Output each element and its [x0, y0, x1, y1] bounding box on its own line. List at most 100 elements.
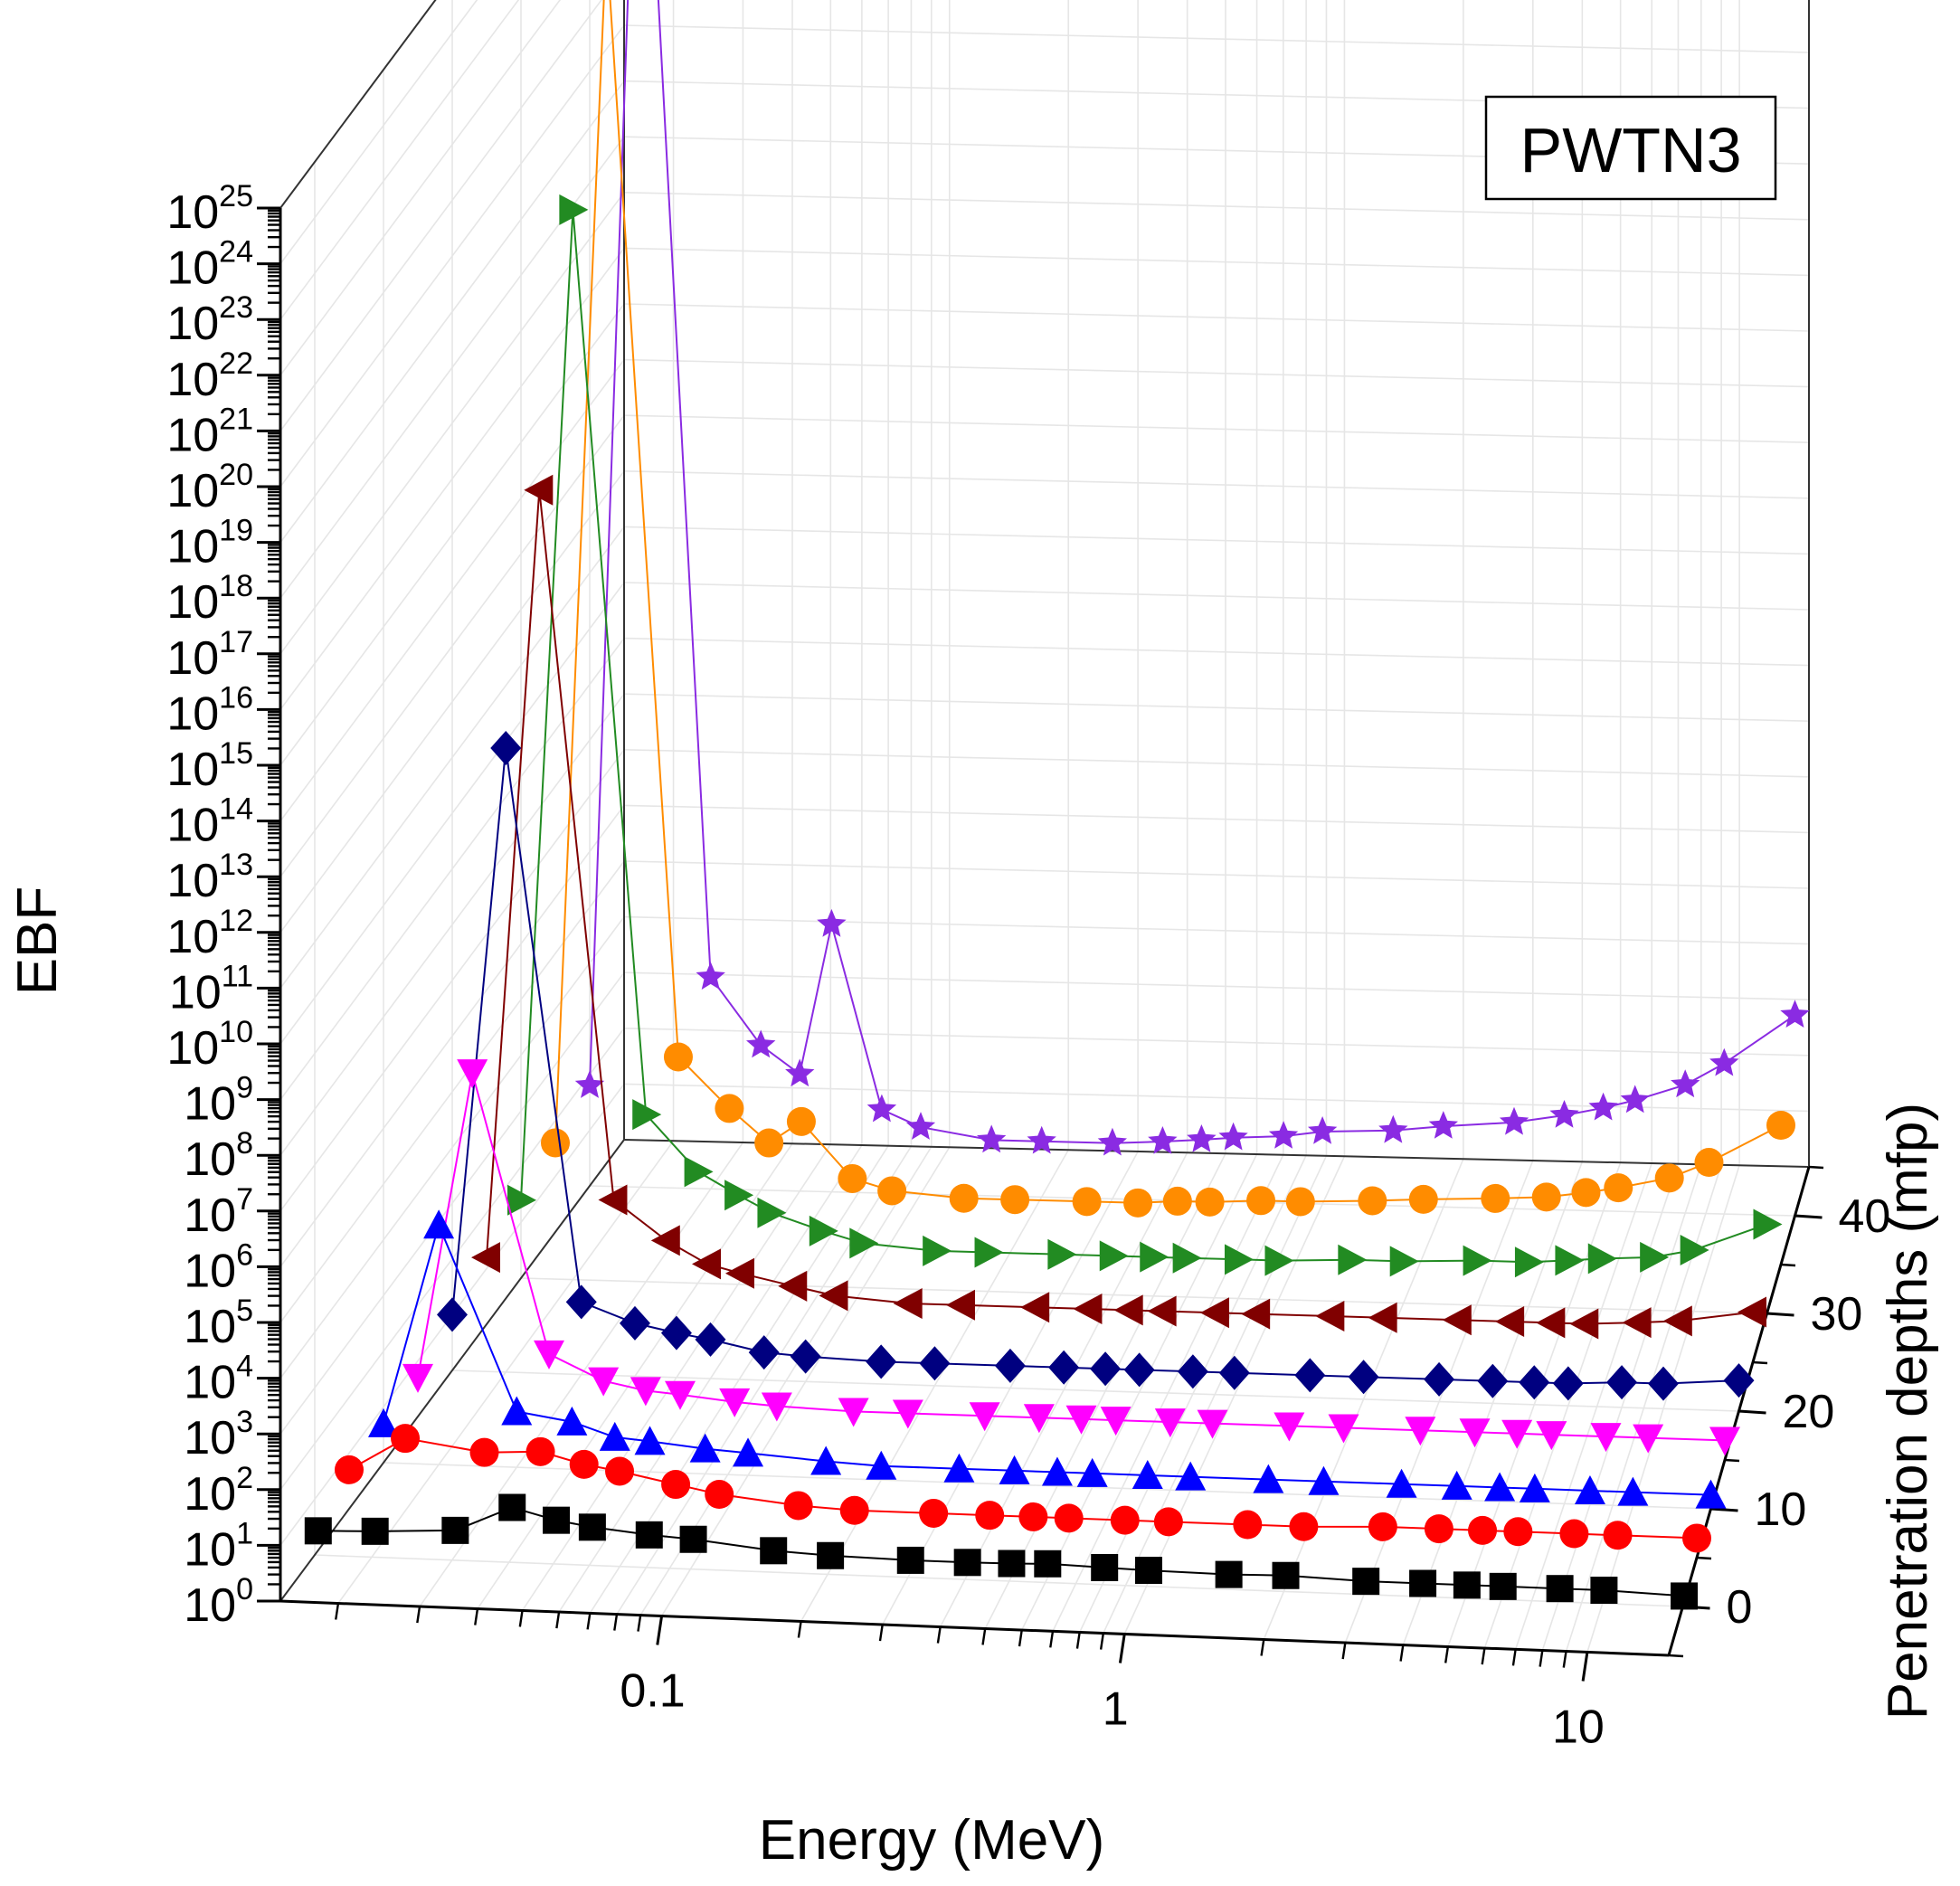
y-tick-label: 1010 [166, 1015, 253, 1075]
data-point-triangle-up [599, 1421, 630, 1451]
data-point-circle [1559, 1519, 1589, 1549]
data-point-triangle-down [1274, 1412, 1305, 1442]
y-tick-label: 106 [184, 1237, 253, 1297]
grid-line-floor-z [383, 1462, 1711, 1510]
data-point-triangle-left [1315, 1301, 1345, 1332]
data-point-diamond [919, 1346, 951, 1381]
data-point-star [1148, 1126, 1178, 1154]
data-point-circle [754, 1128, 784, 1158]
data-point-triangle-up [1441, 1470, 1472, 1500]
x-minor-tick [1099, 1633, 1105, 1650]
data-point-star [1588, 1092, 1618, 1121]
data-point-triangle-up [1574, 1474, 1605, 1504]
data-point-circle [469, 1437, 499, 1467]
data-point-circle [1654, 1163, 1684, 1193]
x-major-tick [1581, 1652, 1589, 1682]
data-point-diamond [1294, 1358, 1326, 1393]
data-point-circle [715, 1094, 744, 1123]
x-tick-label: 1 [1103, 1682, 1129, 1735]
data-point-triangle-left [1737, 1296, 1766, 1328]
data-point-triangle-left [1569, 1308, 1599, 1340]
data-point-triangle-right [1463, 1245, 1492, 1276]
y-tick-label: 1015 [166, 736, 253, 796]
data-point-triangle-right [1555, 1245, 1585, 1276]
grid-line-back-y [623, 303, 1810, 332]
x-tick-label: 0.1 [620, 1664, 685, 1717]
data-point-triangle-right [632, 1099, 662, 1131]
x-minor-tick [1562, 1651, 1567, 1668]
data-point-triangle-up [1308, 1465, 1340, 1495]
data-point-triangle-left [1020, 1292, 1050, 1323]
data-point-circle [1123, 1188, 1153, 1218]
data-point-square [578, 1513, 606, 1541]
data-point-circle [1153, 1507, 1183, 1537]
data-point-square [679, 1525, 707, 1553]
data-point-triangle-up [634, 1426, 666, 1455]
grid-line-back-y [623, 749, 1810, 778]
y-tick-label: 1018 [166, 569, 253, 629]
y-tick-label: 1014 [166, 792, 253, 852]
data-point-circle [1603, 1521, 1633, 1550]
z-axis-label: Penetration depths (mfp) [1877, 1103, 1939, 1720]
data-point-triangle-up [556, 1406, 588, 1436]
x-minor-tick [1511, 1649, 1517, 1666]
y-tick-label: 1011 [169, 959, 253, 1019]
data-point-triangle-up [1484, 1472, 1516, 1502]
data-point-triangle-left [893, 1288, 923, 1320]
grid-line-floor-z [451, 1369, 1739, 1412]
x-minor-tick [474, 1608, 479, 1625]
data-point-circle [1424, 1514, 1453, 1544]
data-point-star [1780, 1000, 1810, 1028]
z-tick-label: 0 [1727, 1581, 1753, 1634]
data-point-square [1453, 1571, 1481, 1599]
y-tick-label: 107 [184, 1182, 253, 1242]
y-tick-label: 1024 [166, 235, 253, 295]
series-group [368, 1209, 1727, 1509]
data-point-triangle-left [778, 1270, 808, 1302]
data-point-triangle-right [1047, 1238, 1077, 1270]
data-point-square [1671, 1582, 1699, 1610]
grid-line-back-y [623, 414, 1810, 443]
data-point-circle [1604, 1173, 1633, 1203]
data-point-diamond [790, 1339, 821, 1374]
data-point-circle [1110, 1505, 1140, 1535]
z-minor-tick [1752, 1360, 1768, 1365]
z-tick-label: 10 [1755, 1483, 1807, 1536]
x-minor-tick [1341, 1642, 1347, 1660]
axes-layer: 1001011021031041051061071081091010101110… [166, 179, 1890, 1753]
data-point-square [1215, 1560, 1243, 1588]
data-point-square [998, 1550, 1026, 1578]
data-point-circle [1233, 1510, 1263, 1540]
data-point-diamond [1552, 1366, 1584, 1401]
data-point-circle [1468, 1515, 1498, 1545]
data-point-diamond [1123, 1352, 1155, 1388]
data-point-circle [1694, 1148, 1724, 1178]
data-point-star [1308, 1116, 1338, 1144]
data-point-triangle-right [974, 1237, 1004, 1268]
data-point-circle [661, 1470, 691, 1500]
z-major-tick [1794, 1214, 1823, 1219]
data-point-square [817, 1541, 845, 1569]
x-minor-tick [1539, 1650, 1544, 1667]
data-point-triangle-down [1328, 1414, 1359, 1444]
series-group [402, 1059, 1740, 1456]
series-group [304, 1493, 1699, 1610]
x-minor-tick [936, 1626, 942, 1644]
data-point-triangle-right [1224, 1244, 1254, 1275]
grid-line-back-y [623, 860, 1810, 889]
data-point-circle [919, 1498, 949, 1528]
data-point-circle [1682, 1523, 1711, 1553]
grid-line-back-y [623, 804, 1810, 834]
data-point-circle [1481, 1183, 1510, 1213]
data-point-triangle-right [1172, 1242, 1202, 1274]
data-point-circle [975, 1501, 1005, 1531]
data-point-square [953, 1549, 981, 1577]
y-tick-label: 1017 [166, 625, 253, 685]
data-point-triangle-down [1709, 1426, 1740, 1456]
data-point-triangle-left [1241, 1298, 1271, 1330]
data-point-square [1034, 1550, 1062, 1578]
x-minor-tick [1075, 1632, 1081, 1649]
y-tick-label: 1012 [166, 904, 253, 963]
grid-line-back-y [623, 358, 1810, 388]
